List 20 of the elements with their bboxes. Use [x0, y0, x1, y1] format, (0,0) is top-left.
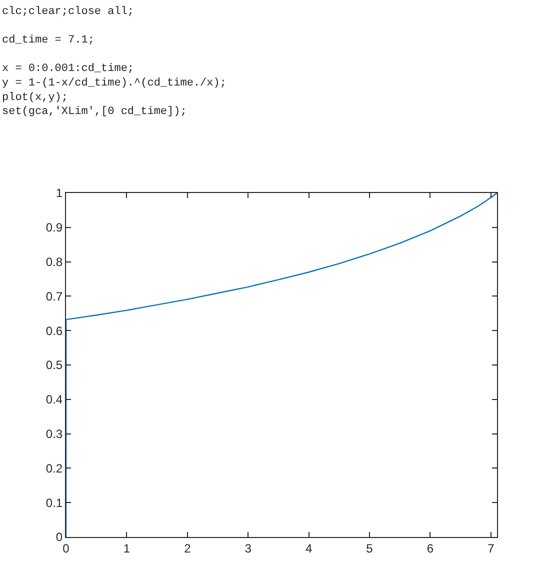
- y-tick-label: 0.2: [46, 461, 63, 476]
- y-tick-label: 0.6: [46, 324, 63, 338]
- x-tick-label: 4: [305, 541, 312, 556]
- text: clc;clear;close all; cd_time = 7.1; x = 0:0.001:cd_time; y = 1-(1-x/cd_time).^(cd_time./x); plot(x,y); set(gca,'XLim',[0 cd_time]);: [2, 6, 226, 118]
- x-tick-label: 3: [244, 541, 252, 556]
- x-tick-label: 7: [488, 541, 495, 556]
- y-tick-label: 1: [56, 186, 63, 200]
- y-tick-label: 0.1: [46, 496, 63, 510]
- y-tick-label: 0.8: [46, 255, 63, 269]
- x-tick-label: 6: [426, 541, 434, 556]
- y-tick-label: 0: [56, 530, 63, 544]
- y-tick-label: 0.7: [46, 289, 63, 304]
- y-tick-label: 0.3: [46, 427, 63, 441]
- line-series: [66, 193, 497, 537]
- y-tick-label: 0.5: [46, 358, 63, 372]
- x-tick-label: 5: [366, 541, 374, 556]
- y-tick-label: 0.4: [46, 392, 63, 407]
- x-tick-label: 1: [123, 541, 130, 556]
- y-tick-label: 0.9: [46, 220, 63, 235]
- x-tick-label: 2: [184, 541, 192, 556]
